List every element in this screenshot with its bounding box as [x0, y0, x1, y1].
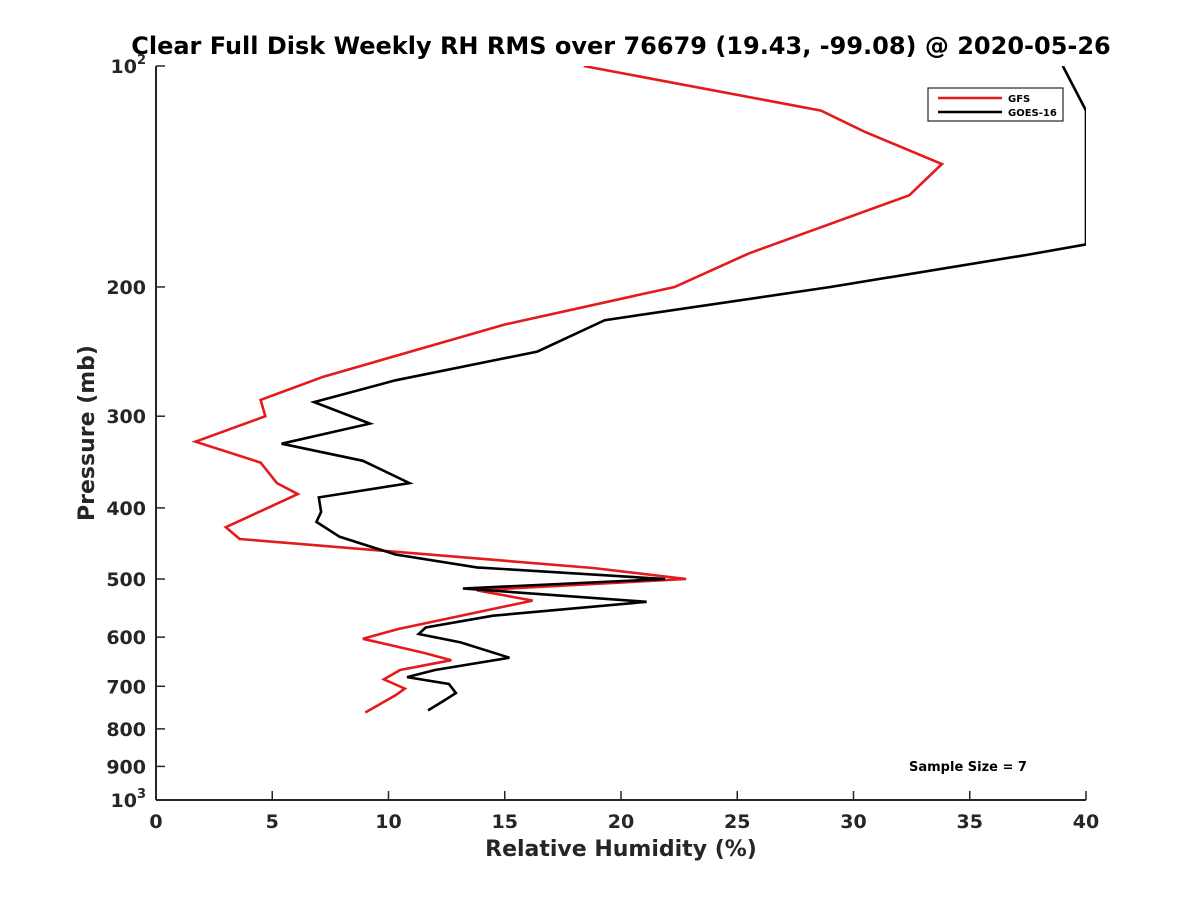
y-tick-label: 400 — [106, 498, 146, 520]
series-layer — [191, 66, 1086, 714]
legend-entry-label: GFS — [1008, 94, 1030, 105]
legend-entry-label: GOES-16 — [1008, 108, 1057, 119]
x-ticks: 0 5 10 15 20 25 30 35 40 — [149, 791, 1099, 833]
y-tick-exponent: 3 — [137, 787, 146, 802]
axes-layer — [155, 66, 1086, 801]
y-tick-label: 102 — [111, 53, 147, 78]
y-tick-label: 103 — [111, 787, 147, 812]
y-tick-label: 200 — [106, 277, 146, 299]
x-tick-label: 15 — [492, 811, 518, 833]
series-line-gfs — [191, 66, 945, 714]
x-tick-label: 35 — [957, 811, 983, 833]
y-axis-label: Pressure (mb) — [75, 345, 100, 521]
legend-box — [927, 87, 1064, 122]
x-tick-label: 0 — [149, 811, 162, 833]
series-line-goes-16 — [281, 66, 1086, 712]
y-tick-label: 700 — [106, 676, 146, 698]
x-tick-label: 5 — [266, 811, 279, 833]
y-tick-label: 900 — [106, 756, 146, 778]
y-tick-label: 600 — [106, 627, 146, 649]
y-tick-label: 500 — [106, 569, 146, 591]
y-tick-exponent: 2 — [137, 53, 146, 68]
y-tick-label: 300 — [106, 406, 146, 428]
y-tick-label: 800 — [106, 719, 146, 741]
y-tick-base: 10 — [111, 790, 137, 812]
legend: GFS GOES-16 — [927, 87, 1064, 122]
x-tick-label: 40 — [1073, 811, 1099, 833]
x-tick-label: 30 — [840, 811, 866, 833]
x-tick-label: 20 — [608, 811, 634, 833]
x-tick-label: 25 — [724, 811, 750, 833]
sample-size-annotation: Sample Size = 7 — [909, 760, 1027, 775]
chart-title: Clear Full Disk Weekly RH RMS over 76679… — [131, 32, 1111, 60]
y-tick-base: 10 — [111, 56, 137, 78]
x-tick-label: 10 — [375, 811, 401, 833]
x-axis-label: Relative Humidity (%) — [485, 837, 757, 862]
